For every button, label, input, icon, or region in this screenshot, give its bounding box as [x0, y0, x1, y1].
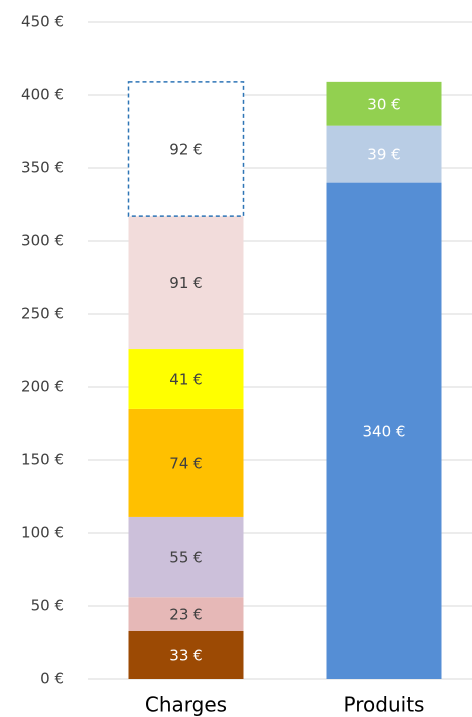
data-label: 55 € — [169, 549, 202, 567]
y-tick-label: 450 € — [21, 13, 64, 31]
x-tick-label: Produits — [344, 693, 425, 717]
bar-segment — [128, 408, 244, 517]
bar-segment — [128, 597, 244, 631]
data-label: 91 € — [169, 274, 202, 292]
bar-segment — [326, 81, 442, 126]
bar-segment — [128, 630, 244, 679]
y-tick-label: 100 € — [21, 524, 64, 542]
data-label: 74 € — [169, 454, 202, 472]
data-label: 92 € — [169, 141, 202, 159]
bar-segment — [128, 349, 244, 409]
data-label: 41 € — [169, 370, 202, 388]
y-tick-label: 250 € — [21, 305, 64, 323]
bar-segment — [127, 81, 245, 217]
x-tick-label: Charges — [145, 693, 227, 717]
y-tick-label: 150 € — [21, 451, 64, 469]
bar-segment — [326, 182, 442, 679]
y-tick-label: 300 € — [21, 232, 64, 250]
bar-segment — [326, 125, 442, 183]
y-tick-label: 350 € — [21, 159, 64, 177]
bar-segment — [128, 516, 244, 598]
bar-segment — [128, 216, 244, 350]
data-label: 39 € — [367, 146, 400, 164]
data-label: 30 € — [367, 95, 400, 113]
data-label: 33 € — [169, 646, 202, 664]
y-tick-label: 50 € — [31, 597, 64, 615]
y-tick-label: 0 € — [40, 670, 64, 688]
data-label: 23 € — [169, 606, 202, 624]
y-tick-label: 200 € — [21, 378, 64, 396]
data-label: 340 € — [363, 422, 406, 440]
y-tick-label: 400 € — [21, 86, 64, 104]
